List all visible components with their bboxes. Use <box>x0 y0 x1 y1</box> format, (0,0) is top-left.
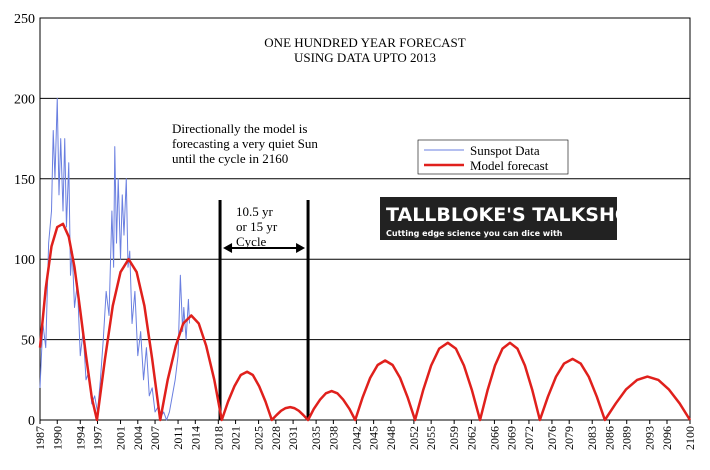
annotation: 10.5 yr <box>236 204 274 219</box>
chart-title: USING DATA UPTO 2013 <box>294 50 436 65</box>
annotation: until the cycle in 2160 <box>172 151 288 166</box>
x-tick-label: 2004 <box>131 426 145 450</box>
annotation: or 15 yr <box>236 219 278 234</box>
x-tick-label: 2021 <box>229 426 243 450</box>
logo-tagline: Cutting edge science you can dice with <box>386 229 563 238</box>
annotation: forecasting a very quiet Sun <box>172 136 318 151</box>
series-line <box>38 222 692 422</box>
x-tick-label: 2028 <box>269 426 283 450</box>
x-tick-label: 2086 <box>602 426 616 450</box>
annotation: Cycle <box>236 234 267 249</box>
x-tick-label: 2018 <box>211 426 225 450</box>
x-tick-label: 2014 <box>188 426 202 450</box>
x-tick-label: 2100 <box>683 426 697 450</box>
x-tick-label: 2001 <box>114 426 128 450</box>
x-tick-label: 2055 <box>424 426 438 450</box>
x-tick-label: 2035 <box>309 426 323 450</box>
x-tick-label: 2031 <box>286 426 300 450</box>
x-tick-label: 2072 <box>522 426 536 450</box>
y-tick-label: 0 <box>28 414 35 429</box>
y-tick-label: 200 <box>14 92 35 107</box>
y-tick-label: 50 <box>21 334 35 349</box>
x-tick-label: 2038 <box>326 426 340 450</box>
legend-box <box>417 139 569 175</box>
x-tick-label: 1987 <box>33 426 47 450</box>
x-tick-label: 2093 <box>643 426 657 450</box>
x-tick-label: 2062 <box>464 426 478 450</box>
x-tick-label: 1997 <box>91 426 105 450</box>
chart-title: ONE HUNDRED YEAR FORECAST <box>264 35 465 50</box>
x-tick-label: 2089 <box>620 426 634 450</box>
x-tick-label: 2025 <box>252 426 266 450</box>
y-tick-label: 100 <box>14 253 35 268</box>
arrow-head <box>223 243 306 253</box>
x-tick-label: 2096 <box>660 426 674 450</box>
x-tick-label: 2052 <box>407 426 421 450</box>
x-tick-label: 2083 <box>585 426 599 450</box>
series-line <box>39 97 191 421</box>
legend-label: Model forecast <box>470 158 549 173</box>
annotation: Directionally the model is <box>172 121 307 136</box>
y-tick-label: 250 <box>14 12 35 27</box>
x-tick-label: 2011 <box>171 426 185 450</box>
x-tick-label: 1990 <box>50 426 64 450</box>
x-tick-label: 2069 <box>505 426 519 450</box>
logo-box <box>380 197 617 240</box>
x-tick-label: 2066 <box>487 426 501 450</box>
y-tick-label: 150 <box>14 173 35 188</box>
legend-label: Sunspot Data <box>470 143 540 158</box>
x-tick-label: 1994 <box>73 426 87 450</box>
x-tick-label: 2045 <box>367 426 381 450</box>
x-tick-label: 2007 <box>148 426 162 450</box>
x-tick-label: 2079 <box>562 426 576 450</box>
x-tick-label: 2059 <box>447 426 461 450</box>
x-tick-label: 2076 <box>545 426 559 450</box>
logo: TALLBLOKE'S TALKSHOP <box>386 204 645 226</box>
x-tick-label: 2042 <box>349 426 363 450</box>
x-tick-label: 2048 <box>384 426 398 450</box>
